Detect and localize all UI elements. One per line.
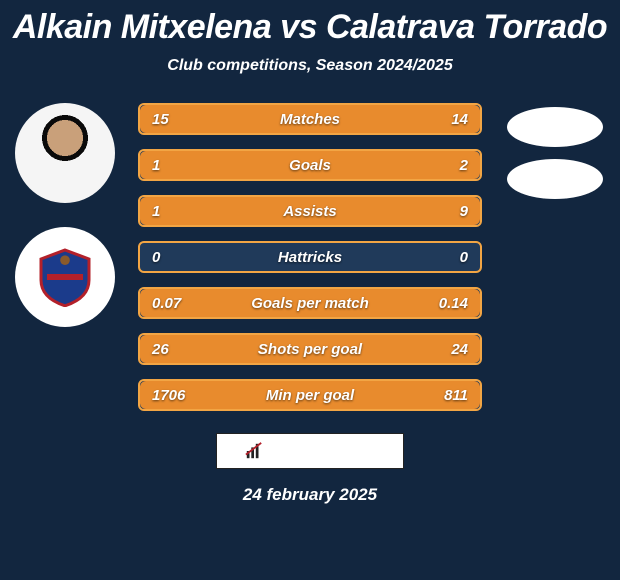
stat-row: 26 Shots per goal 24 <box>138 333 482 365</box>
stat-row: 1 Goals 2 <box>138 149 482 181</box>
chart-icon <box>245 442 263 460</box>
stat-label: Matches <box>280 111 340 128</box>
stat-value-left: 1 <box>152 157 160 174</box>
club-badge <box>15 227 115 327</box>
stat-row: 1 Assists 9 <box>138 195 482 227</box>
stat-label: Goals <box>289 157 331 174</box>
stat-label: Hattricks <box>278 249 342 266</box>
footer: FcTables.com 24 february 2025 <box>0 433 620 505</box>
stat-value-right: 24 <box>451 341 468 358</box>
footer-date: 24 february 2025 <box>0 485 620 505</box>
page-subtitle: Club competitions, Season 2024/2025 <box>0 57 620 75</box>
page-title: Alkain Mitxelena vs Calatrava Torrado <box>0 0 620 47</box>
shield-icon <box>35 247 95 307</box>
stat-row: 0.07 Goals per match 0.14 <box>138 287 482 319</box>
brand-text: FcTables.com <box>269 442 375 460</box>
stat-label: Min per goal <box>266 387 354 404</box>
stat-value-right: 0.14 <box>439 295 468 312</box>
stat-label: Goals per match <box>251 295 369 312</box>
stat-label: Shots per goal <box>258 341 362 358</box>
stat-value-left: 1 <box>152 203 160 220</box>
stat-value-right: 2 <box>460 157 468 174</box>
stat-fill-right <box>252 151 480 179</box>
stat-row: 1706 Min per goal 811 <box>138 379 482 411</box>
stat-value-left: 0 <box>152 249 160 266</box>
left-column <box>10 103 120 351</box>
comparison-content: 15 Matches 14 1 Goals 2 1 Assists 9 0 Hattricks 0 0.… <box>0 103 620 433</box>
opponent-badge-placeholder <box>507 159 603 199</box>
stat-value-left: 15 <box>152 111 169 128</box>
stat-label: Assists <box>283 203 336 220</box>
stat-value-right: 9 <box>460 203 468 220</box>
stat-value-right: 0 <box>460 249 468 266</box>
stat-bars: 15 Matches 14 1 Goals 2 1 Assists 9 0 Hattricks 0 0.… <box>138 103 482 425</box>
player-avatar <box>15 103 115 203</box>
stat-value-left: 0.07 <box>152 295 181 312</box>
opponent-avatar-placeholder <box>507 107 603 147</box>
right-column <box>500 103 610 199</box>
stat-row: 0 Hattricks 0 <box>138 241 482 273</box>
stat-value-right: 811 <box>444 387 468 404</box>
stat-value-left: 1706 <box>152 387 185 404</box>
stat-value-left: 26 <box>152 341 169 358</box>
stat-value-right: 14 <box>451 111 468 128</box>
brand-badge[interactable]: FcTables.com <box>216 433 404 469</box>
stat-row: 15 Matches 14 <box>138 103 482 135</box>
